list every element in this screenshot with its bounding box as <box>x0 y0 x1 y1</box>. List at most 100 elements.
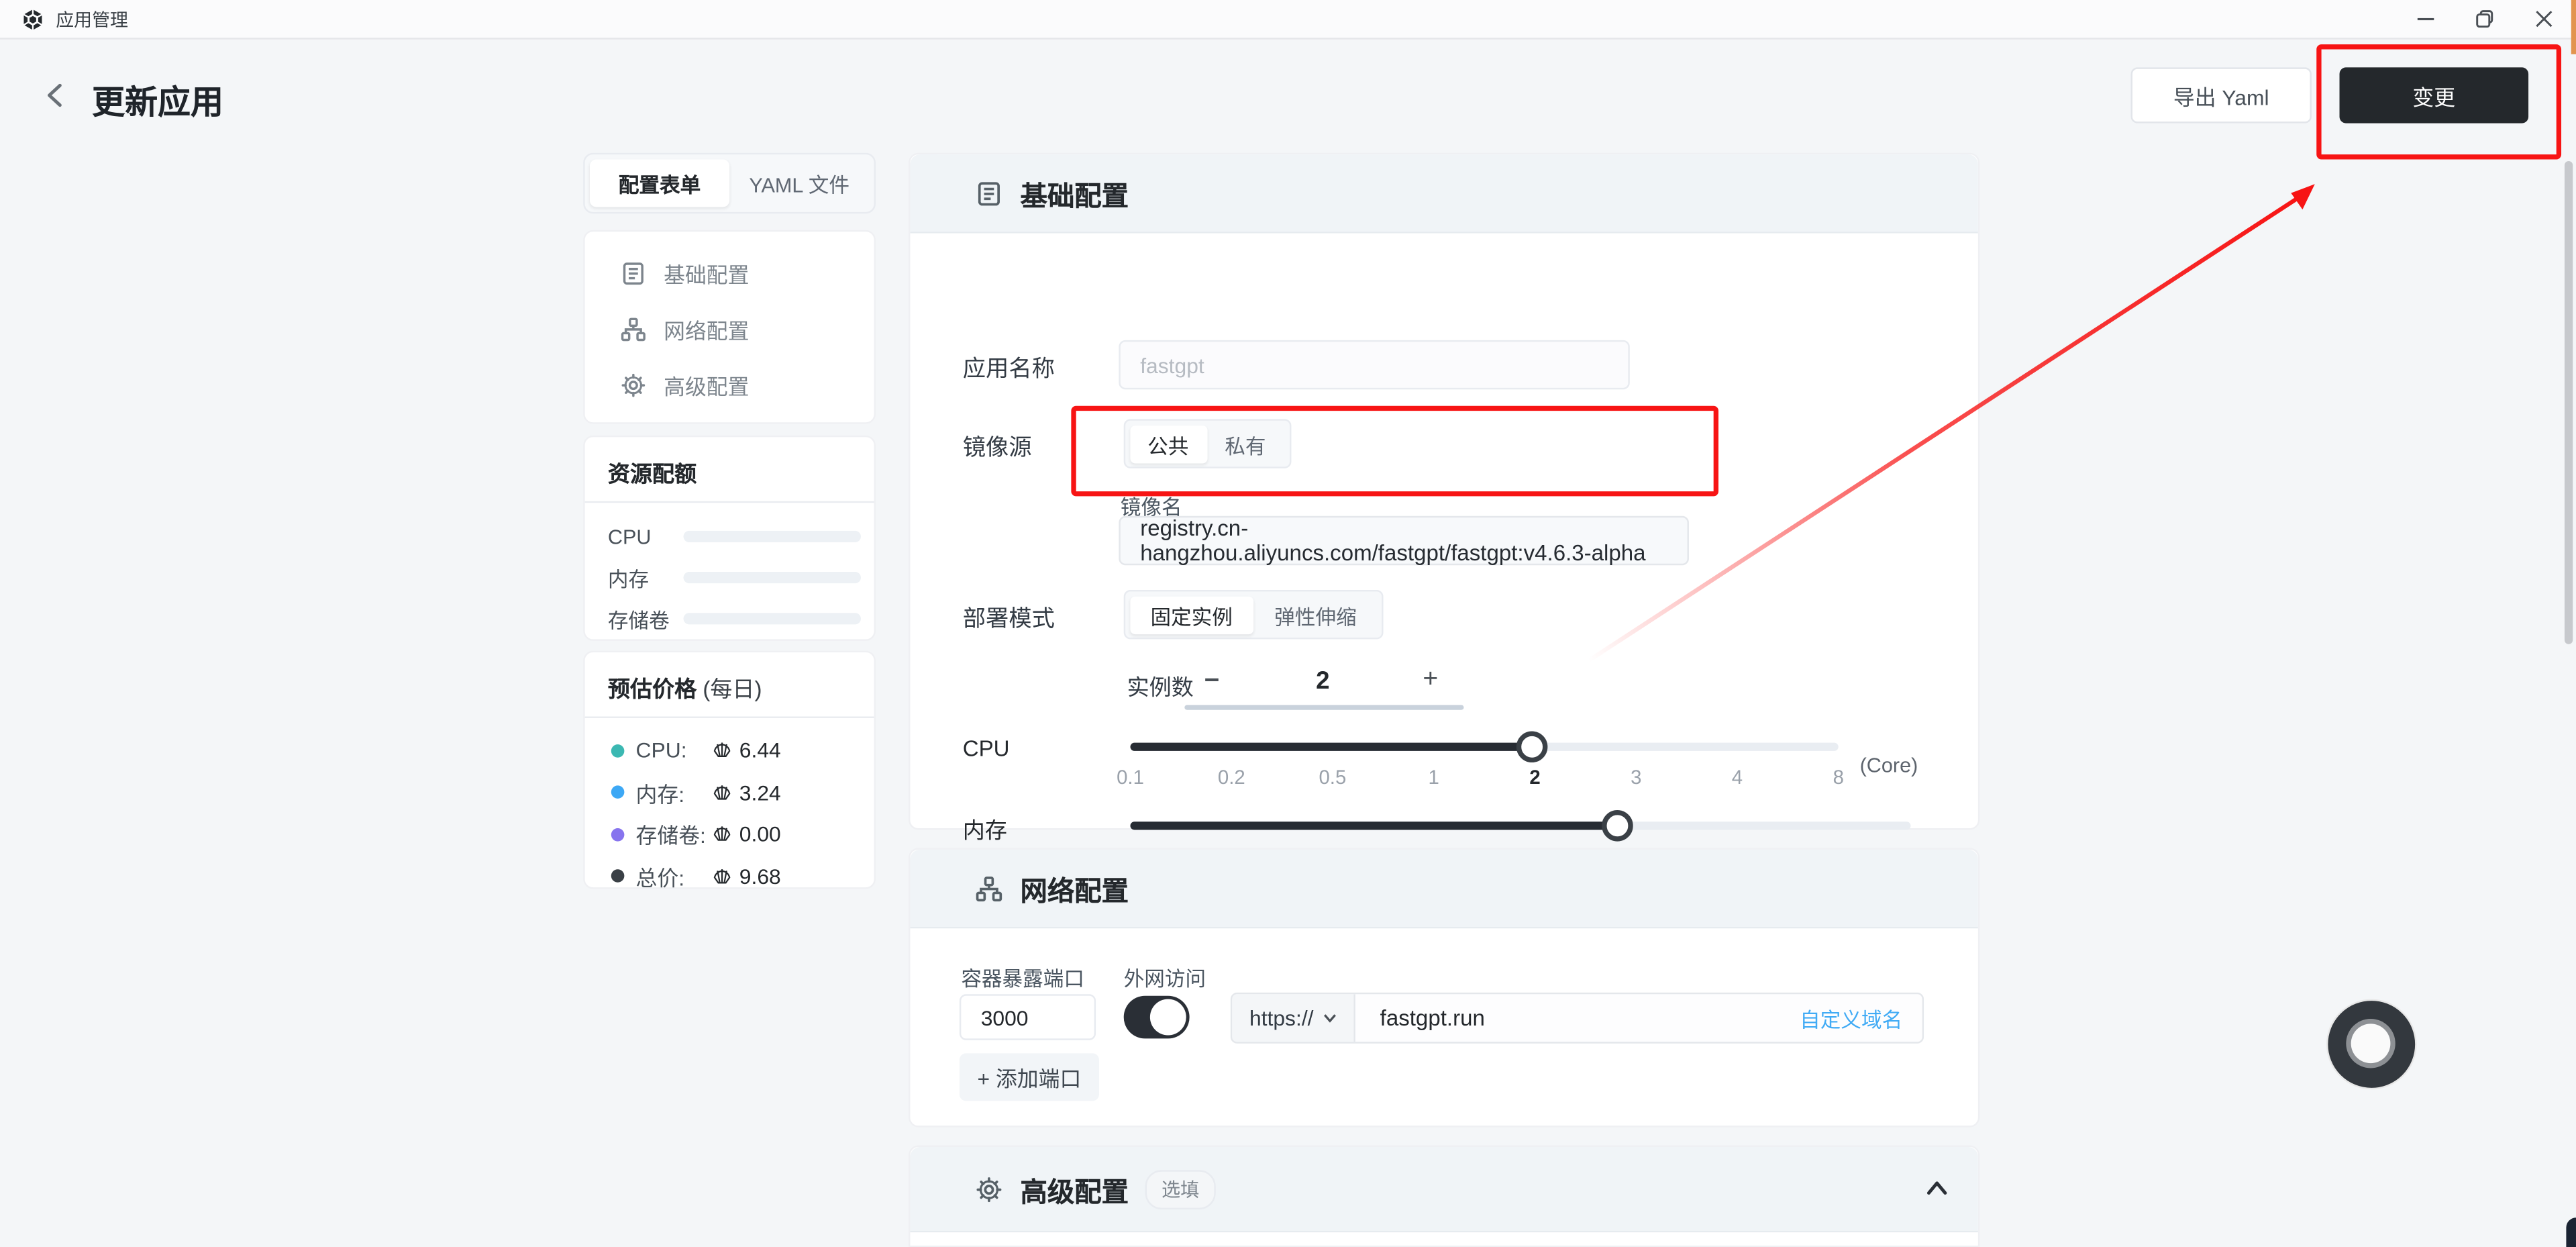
advanced-config-card: 高级配置 选填 <box>908 1145 1980 1247</box>
quota-bar-track <box>683 530 861 542</box>
section-title: 高级配置 <box>1020 1177 1129 1207</box>
replicas-value[interactable]: 2 <box>1316 667 1330 695</box>
back-chevron-icon <box>48 83 62 107</box>
deploy-mode-label: 部署模式 <box>962 605 1055 632</box>
cpu-tick[interactable]: 1 <box>1428 765 1439 789</box>
page-title: 更新应用 <box>92 85 223 122</box>
container-port-label: 容器暴露端口 <box>961 968 1084 991</box>
resource-quota-card: 资源配额 CPU 内存 存储卷 <box>583 435 876 641</box>
apply-change-button[interactable]: 变更 <box>2339 67 2529 123</box>
replicas-plus-button[interactable]: + <box>1423 665 1439 694</box>
advanced-config-header[interactable]: 高级配置 选填 <box>910 1146 1978 1233</box>
stepper-underline <box>1184 705 1464 709</box>
chevron-down-icon <box>1323 1014 1335 1023</box>
price-label: 总价: <box>635 865 685 891</box>
add-port-button[interactable]: + 添加端口 <box>959 1053 1099 1101</box>
cpu-tick[interactable]: 0.1 <box>1117 765 1144 789</box>
form-mode-tabs: 配置表单 YAML 文件 <box>583 152 876 214</box>
app-name-input[interactable]: fastgpt <box>1119 340 1630 390</box>
quota-label: CPU <box>607 525 652 548</box>
document-icon <box>978 181 1000 205</box>
titlebar: 应用管理 <box>0 0 2576 40</box>
price-value: 0.00 <box>739 821 781 847</box>
image-name-label: 镜像名 <box>1120 496 1182 519</box>
sidebar-item-advanced-config[interactable]: 高级配置 <box>585 356 874 412</box>
section-title: 网络配置 <box>1020 877 1129 907</box>
cpu-tick-selected[interactable]: 2 <box>1529 765 1541 789</box>
window-controls <box>2395 0 2573 38</box>
price-row-total: 总价: 9.68 <box>585 855 874 897</box>
quota-bar-track <box>683 613 861 625</box>
replicas-label: 实例数 <box>1127 675 1194 701</box>
tab-fixed-instance[interactable]: 固定实例 <box>1129 595 1254 634</box>
back-button[interactable] <box>41 81 70 110</box>
price-label: CPU: <box>635 738 687 763</box>
vertical-scrollbar[interactable] <box>2563 160 2573 644</box>
currency-shell-icon <box>713 868 731 883</box>
restore-button[interactable] <box>2455 0 2514 38</box>
export-yaml-button[interactable]: 导出 Yaml <box>2130 67 2312 123</box>
price-row-memory: 内存: 3.24 <box>585 772 874 813</box>
minimize-button[interactable] <box>2395 0 2455 38</box>
basic-config-card: 基础配置 应用名称 fastgpt 镜像源 公共 私有 镜像名 registry… <box>908 152 1980 868</box>
replicas-minus-button[interactable]: − <box>1204 667 1220 695</box>
domain-input[interactable]: fastgpt.run <box>1380 1005 1485 1031</box>
section-nav: 基础配置 网络配置 高级配置 <box>583 230 876 424</box>
network-config-card: 网络配置 容器暴露端口 外网访问 3000 https:// fastgpt.r… <box>908 848 1980 1128</box>
tab-config-form[interactable]: 配置表单 <box>589 159 730 207</box>
optional-badge: 选填 <box>1145 1169 1216 1209</box>
cpu-tick[interactable]: 8 <box>1833 765 1844 789</box>
cpu-slider-handle[interactable] <box>1516 730 1548 762</box>
desktop-corner-top-right <box>2570 0 2576 54</box>
screen-record-indicator[interactable] <box>2326 999 2417 1090</box>
currency-shell-icon <box>713 785 731 799</box>
quota-row-memory: 内存 <box>585 557 874 598</box>
external-access-label: 外网访问 <box>1123 968 1206 991</box>
price-value: 9.68 <box>739 864 781 889</box>
network-icon <box>621 317 646 341</box>
cpu-tick[interactable]: 0.5 <box>1319 765 1347 789</box>
sidebar-item-network-config[interactable]: 网络配置 <box>585 301 874 356</box>
price-label: 内存: <box>635 781 685 807</box>
protocol-select[interactable]: https:// <box>1232 994 1355 1042</box>
tab-public-image[interactable]: 公共 <box>1129 424 1207 463</box>
quota-title: 资源配额 <box>607 462 697 487</box>
chevron-up-icon <box>1926 1181 1947 1195</box>
gear-icon <box>976 1176 1002 1201</box>
memory-slider-handle[interactable] <box>1602 809 1633 841</box>
tab-auto-scaling[interactable]: 弹性伸缩 <box>1274 605 1357 629</box>
window-title: 应用管理 <box>56 10 128 31</box>
quota-row-cpu: CPU <box>585 516 874 557</box>
container-port-input[interactable]: 3000 <box>959 994 1096 1040</box>
cpu-label: CPU <box>962 736 1010 761</box>
sidebar-item-basic-config[interactable]: 基础配置 <box>585 245 874 301</box>
cpu-tick[interactable]: 0.2 <box>1217 765 1245 789</box>
image-name-input[interactable]: registry.cn-hangzhou.aliyuncs.com/fastgp… <box>1119 515 1689 566</box>
domain-input-group: https:// fastgpt.run 自定义域名 <box>1230 992 1924 1044</box>
document-icon <box>623 262 643 284</box>
legend-dot <box>611 785 625 799</box>
app-logo-gem-icon <box>23 8 43 30</box>
image-source-label: 镜像源 <box>962 434 1032 460</box>
cpu-tick[interactable]: 3 <box>1631 765 1642 789</box>
tab-yaml-file[interactable]: YAML 文件 <box>749 174 849 197</box>
quota-bar-track <box>683 572 861 584</box>
legend-dot <box>611 828 625 841</box>
cpu-tick[interactable]: 4 <box>1731 765 1743 789</box>
cpu-unit-label: (Core) <box>1859 754 1918 778</box>
tab-private-image[interactable]: 私有 <box>1225 434 1266 458</box>
app-name-label: 应用名称 <box>962 354 1055 382</box>
divider <box>584 716 874 718</box>
quota-label: 存储卷 <box>607 609 670 633</box>
collapse-section-button[interactable] <box>1922 1173 1952 1203</box>
indicator-core <box>2351 1024 2391 1064</box>
legend-dot <box>611 744 625 758</box>
gear-icon <box>621 372 646 397</box>
external-access-toggle[interactable] <box>1123 995 1190 1039</box>
protocol-value: https:// <box>1249 1005 1314 1031</box>
toggle-knob <box>1149 999 1186 1036</box>
memory-label: 内存 <box>962 818 1007 844</box>
close-button[interactable] <box>2514 0 2573 38</box>
network-icon <box>976 875 1002 901</box>
custom-domain-link[interactable]: 自定义域名 <box>1800 1009 1903 1032</box>
